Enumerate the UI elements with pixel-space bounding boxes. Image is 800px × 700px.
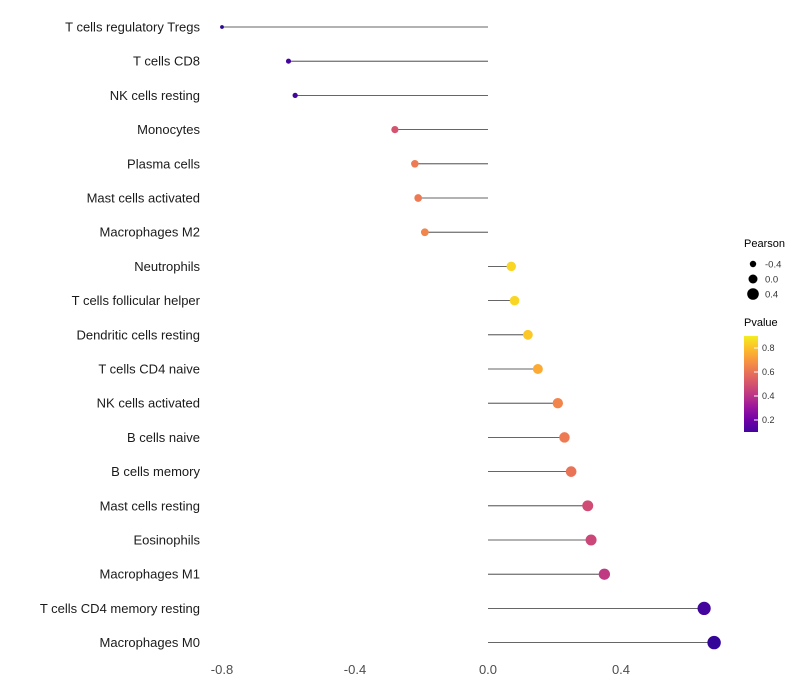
- category-label: Monocytes: [137, 122, 200, 137]
- data-dot: [565, 466, 577, 477]
- data-dot: [582, 500, 594, 512]
- category-label: Dendritic cells resting: [76, 327, 200, 342]
- size-legend-dot: [747, 288, 759, 300]
- category-label: T cells CD4 naive: [98, 362, 200, 377]
- data-dot: [585, 534, 597, 546]
- size-legend-label: 0.0: [765, 275, 778, 286]
- category-label: Mast cells activated: [87, 191, 200, 206]
- lollipop-row: Monocytes: [137, 122, 488, 137]
- x-tick-label: -0.4: [344, 662, 366, 677]
- data-dot: [559, 432, 570, 443]
- x-tick-label: 0.0: [479, 662, 497, 677]
- lollipop-row: Macrophages M0: [100, 635, 721, 650]
- lollipop-row: T cells CD8: [133, 54, 488, 69]
- lollipop-row: Mast cells activated: [87, 191, 488, 206]
- x-tick-label: 0.4: [612, 662, 630, 677]
- lollipop-row: Mast cells resting: [100, 498, 594, 513]
- data-dot: [420, 228, 429, 237]
- size-legend-dot: [748, 274, 758, 284]
- category-label: Mast cells resting: [100, 498, 200, 513]
- category-label: NK cells resting: [110, 88, 200, 103]
- size-legend-label: -0.4: [765, 260, 781, 271]
- lollipop-row: Eosinophils: [134, 533, 597, 548]
- data-dot: [391, 126, 399, 134]
- data-dot: [292, 92, 298, 99]
- color-legend-bar: [744, 336, 758, 432]
- color-legend-label: 0.2: [762, 415, 775, 425]
- lollipop-row: Neutrophils: [134, 259, 517, 274]
- category-label: B cells memory: [111, 464, 200, 479]
- color-legend-title: Pvalue: [744, 317, 778, 329]
- data-dot: [532, 364, 543, 374]
- data-dot: [598, 568, 611, 580]
- size-legend-dot: [749, 260, 757, 268]
- lollipop-row: Plasma cells: [127, 156, 488, 171]
- x-tick-label: -0.8: [211, 662, 233, 677]
- color-legend-label: 0.6: [762, 367, 775, 377]
- category-label: Neutrophils: [134, 259, 200, 274]
- category-label: NK cells activated: [97, 396, 200, 411]
- category-label: B cells naive: [127, 430, 200, 445]
- data-dot: [523, 329, 533, 340]
- data-dot: [697, 601, 711, 616]
- lollipop-row: B cells naive: [127, 430, 570, 445]
- lollipop-row: Macrophages M1: [100, 567, 611, 582]
- lollipop-row: T cells CD4 naive: [98, 362, 543, 377]
- category-label: Macrophages M0: [100, 635, 200, 650]
- category-label: T cells CD4 memory resting: [40, 601, 200, 616]
- lollipop-row: Dendritic cells resting: [76, 327, 533, 342]
- lollipop-row: T cells follicular helper: [72, 293, 520, 308]
- lollipop-row: T cells regulatory Tregs: [65, 20, 488, 35]
- size-legend-title: Pearson: [744, 238, 785, 250]
- data-dot: [509, 295, 520, 306]
- lollipop-row: T cells CD4 memory resting: [40, 601, 711, 616]
- size-legend-label: 0.4: [765, 290, 778, 301]
- category-label: T cells follicular helper: [72, 293, 201, 308]
- lollipop-row: NK cells activated: [97, 396, 564, 411]
- data-dot: [414, 194, 422, 202]
- category-label: Macrophages M1: [100, 567, 200, 582]
- data-dot: [411, 160, 419, 168]
- data-dot: [285, 58, 292, 64]
- color-legend-label: 0.8: [762, 343, 775, 353]
- category-label: T cells CD8: [133, 54, 200, 69]
- data-dot: [552, 398, 564, 409]
- color-legend-label: 0.4: [762, 391, 775, 401]
- data-dot: [707, 635, 721, 650]
- category-label: Macrophages M2: [100, 225, 200, 240]
- lollipop-row: B cells memory: [111, 464, 577, 479]
- category-label: Eosinophils: [134, 533, 201, 548]
- lollipop-row: Macrophages M2: [100, 225, 488, 240]
- category-label: Plasma cells: [127, 156, 200, 171]
- category-label: T cells regulatory Tregs: [65, 20, 200, 35]
- data-dot: [220, 25, 224, 29]
- data-dot: [506, 261, 517, 272]
- lollipop-row: NK cells resting: [110, 88, 488, 103]
